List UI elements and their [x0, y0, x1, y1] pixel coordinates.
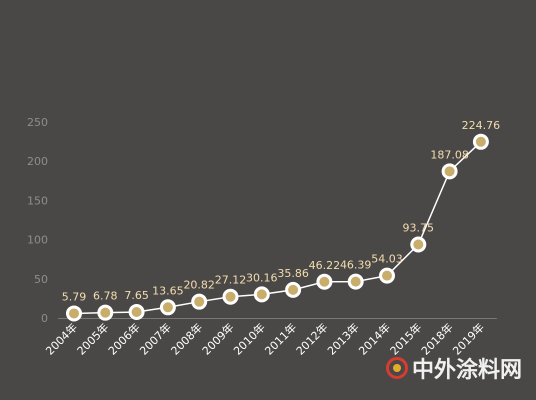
y-tick-label: 100 — [27, 234, 48, 247]
data-label: 46.22 — [309, 259, 341, 272]
data-point — [382, 270, 392, 281]
brand-logo-icon — [385, 357, 408, 379]
y-tick-label: 50 — [34, 273, 48, 286]
y-tick-label: 0 — [41, 312, 48, 325]
data-point — [131, 307, 142, 318]
value-labels: 5.79 6.78 7.65 13.65 20.82 27.12 30.16 35.8646.… — [62, 119, 500, 304]
data-label: 30.16 — [246, 271, 278, 284]
x-tick-label: 2010年 — [230, 320, 267, 357]
x-tick-label: 2012年 — [293, 320, 330, 357]
data-point — [100, 307, 111, 318]
data-label: 7.65 — [124, 289, 149, 302]
data-point — [162, 302, 173, 313]
data-point — [413, 239, 424, 250]
y-axis: 0 50 100 150 200 250 — [27, 116, 48, 325]
data-point — [319, 276, 330, 287]
data-label: 93.75 — [403, 222, 435, 235]
data-point — [350, 276, 361, 287]
x-tick-label: 2009年 — [199, 320, 236, 357]
data-label: 5.79 — [62, 290, 87, 303]
x-tick-label: 2011年 — [262, 320, 299, 357]
data-label: 6.78 — [93, 290, 118, 303]
data-label: 224.76 — [462, 119, 501, 132]
data-point — [256, 289, 267, 300]
y-tick-label: 200 — [27, 155, 48, 168]
data-label: 54.03 — [371, 253, 403, 266]
data-points — [66, 133, 489, 322]
data-label: 35.86 — [277, 267, 309, 280]
data-label: 187.08 — [430, 148, 469, 161]
data-label: 27.12 — [215, 274, 247, 287]
data-label: 46.39 — [340, 259, 372, 272]
x-tick-label: 2004年 — [43, 320, 80, 357]
data-point — [225, 291, 236, 302]
x-tick-label: 2005年 — [74, 320, 111, 357]
x-tick-label: 2006年 — [105, 320, 142, 357]
watermark: 中外涂料网 — [385, 352, 522, 384]
watermark-text: 中外涂料网 — [411, 358, 522, 383]
data-point — [475, 136, 486, 147]
y-tick-label: 250 — [27, 116, 48, 129]
data-point — [69, 308, 79, 319]
x-tick-label: 2013年 — [324, 320, 361, 357]
data-label: 13.65 — [152, 284, 184, 297]
data-point — [288, 284, 299, 295]
y-tick-label: 150 — [27, 194, 48, 207]
x-tick-label: 2007年 — [137, 320, 174, 357]
data-point — [194, 296, 205, 307]
data-label: 20.82 — [183, 279, 215, 292]
x-tick-label: 2008年 — [168, 320, 205, 357]
data-point — [444, 166, 455, 177]
